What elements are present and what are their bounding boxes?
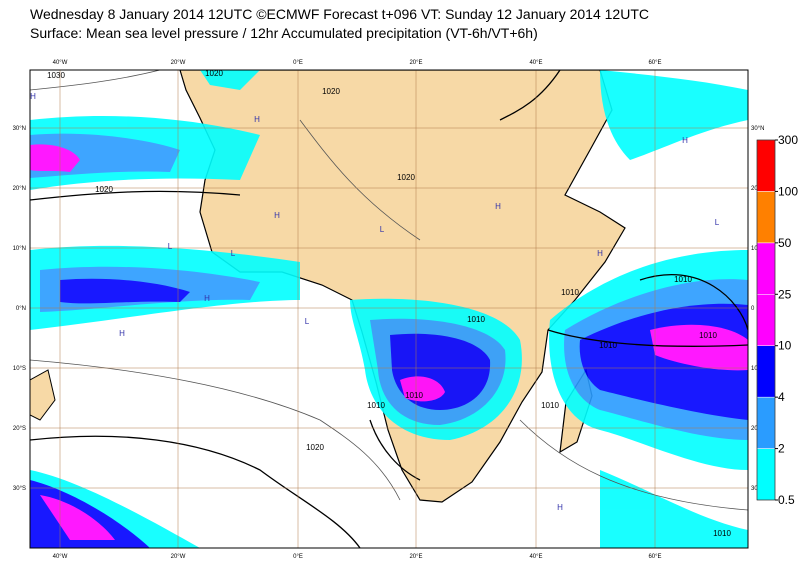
colorbar-label: 50	[778, 236, 792, 250]
isobar-label: 1020	[95, 185, 113, 194]
colorbar-label: 4	[778, 390, 785, 404]
colorbar-frame	[756, 139, 776, 501]
colorbar-band	[756, 242, 776, 295]
colorbar-label: 100	[778, 184, 798, 198]
isobar-label: 1010	[405, 391, 423, 400]
longitude-label: 60°E	[648, 554, 661, 560]
longitude-label: 20°W	[171, 554, 186, 560]
longitude-label: 40°W	[53, 554, 68, 560]
pressure-centre: L	[168, 242, 173, 251]
longitude-label: 20°E	[409, 554, 422, 560]
colorbar-label: 300	[778, 133, 798, 147]
latitude-label: 0°N	[16, 306, 26, 312]
longitude-label: 40°E	[529, 60, 542, 66]
pressure-centre: H	[682, 136, 688, 145]
isobar-label: 1010	[467, 315, 485, 324]
colorbar-band	[756, 294, 776, 346]
latitude-label: 20	[751, 186, 758, 192]
colorbar-band	[756, 191, 776, 244]
isobar-label: 1010	[561, 288, 579, 297]
longitude-label: 20°W	[171, 60, 186, 66]
latitude-label: 20	[751, 426, 758, 432]
latitude-label: 30°N	[751, 126, 764, 132]
map-area	[30, 70, 748, 548]
isobar-label: 1010	[367, 401, 385, 410]
latitude-label: 30°S	[13, 486, 26, 492]
latitude-label: 10°S	[13, 366, 26, 372]
colorbar-band	[756, 396, 776, 449]
land	[30, 369, 56, 421]
pressure-centre: H	[254, 115, 260, 124]
latitude-label: 0	[751, 306, 755, 312]
subtitle: Surface: Mean sea level pressure / 12hr …	[30, 25, 538, 41]
pressure-centre: L	[380, 225, 385, 234]
map-frame	[29, 69, 749, 549]
isobar-label: 1010	[713, 529, 731, 538]
latitude-label: 30°N	[13, 126, 26, 132]
pressure-centre: L	[305, 317, 310, 326]
isobar-label: 1010	[699, 331, 717, 340]
colorbar-label: 2	[778, 442, 785, 456]
isobars	[30, 70, 748, 511]
isobar-label: 1030	[47, 71, 65, 80]
latitude-label: 30	[751, 486, 758, 492]
colorbar-label: 0.5	[778, 493, 795, 507]
isobar-label: 1020	[322, 87, 340, 96]
isobar-label: 1010	[541, 401, 559, 410]
pressure-centre: H	[30, 92, 36, 101]
pressure-centre: H	[119, 329, 125, 338]
pressure-centre: H	[557, 503, 563, 512]
isobar-label: 1010	[674, 275, 692, 284]
latitude-label: 10	[751, 246, 758, 252]
longitude-label: 0°E	[293, 60, 303, 66]
pressure-centre: L	[715, 218, 720, 227]
longitude-label: 60°E	[648, 60, 661, 66]
graticule	[30, 70, 748, 548]
isobars	[30, 70, 748, 548]
isobar-label: 1020	[205, 69, 223, 78]
pressure-centre: H	[204, 294, 210, 303]
pressure-centre: H	[495, 202, 501, 211]
latitude-label: 10	[751, 366, 758, 372]
latitude-label: 20°N	[13, 186, 26, 192]
colorbar-label: 25	[778, 287, 792, 301]
isobar-label: 1010	[599, 341, 617, 350]
colorbar-band	[756, 448, 776, 501]
isobar-label: 1020	[397, 173, 415, 182]
colorbar-label: 10	[778, 339, 792, 353]
pressure-centre: L	[231, 249, 236, 258]
latitude-label: 20°S	[13, 426, 26, 432]
longitude-label: 40°E	[529, 554, 542, 560]
longitude-label: 20°E	[409, 60, 422, 66]
longitude-label: 0°E	[293, 554, 303, 560]
isobar-label: 1020	[306, 443, 324, 452]
colorbar-band	[756, 345, 776, 398]
longitude-label: 40°W	[53, 60, 68, 66]
colorbar-band	[756, 139, 776, 192]
pressure-centre: H	[274, 211, 280, 220]
overlays: 40°W 40°W 20°W 20°W 0°E 0°E 20°E 20°E 40°E 40°E 60…	[13, 60, 799, 560]
title: Wednesday 8 January 2014 12UTC ©ECMWF Fo…	[30, 6, 649, 22]
latitude-label: 10°N	[13, 246, 26, 252]
pressure-centre: H	[597, 249, 603, 258]
